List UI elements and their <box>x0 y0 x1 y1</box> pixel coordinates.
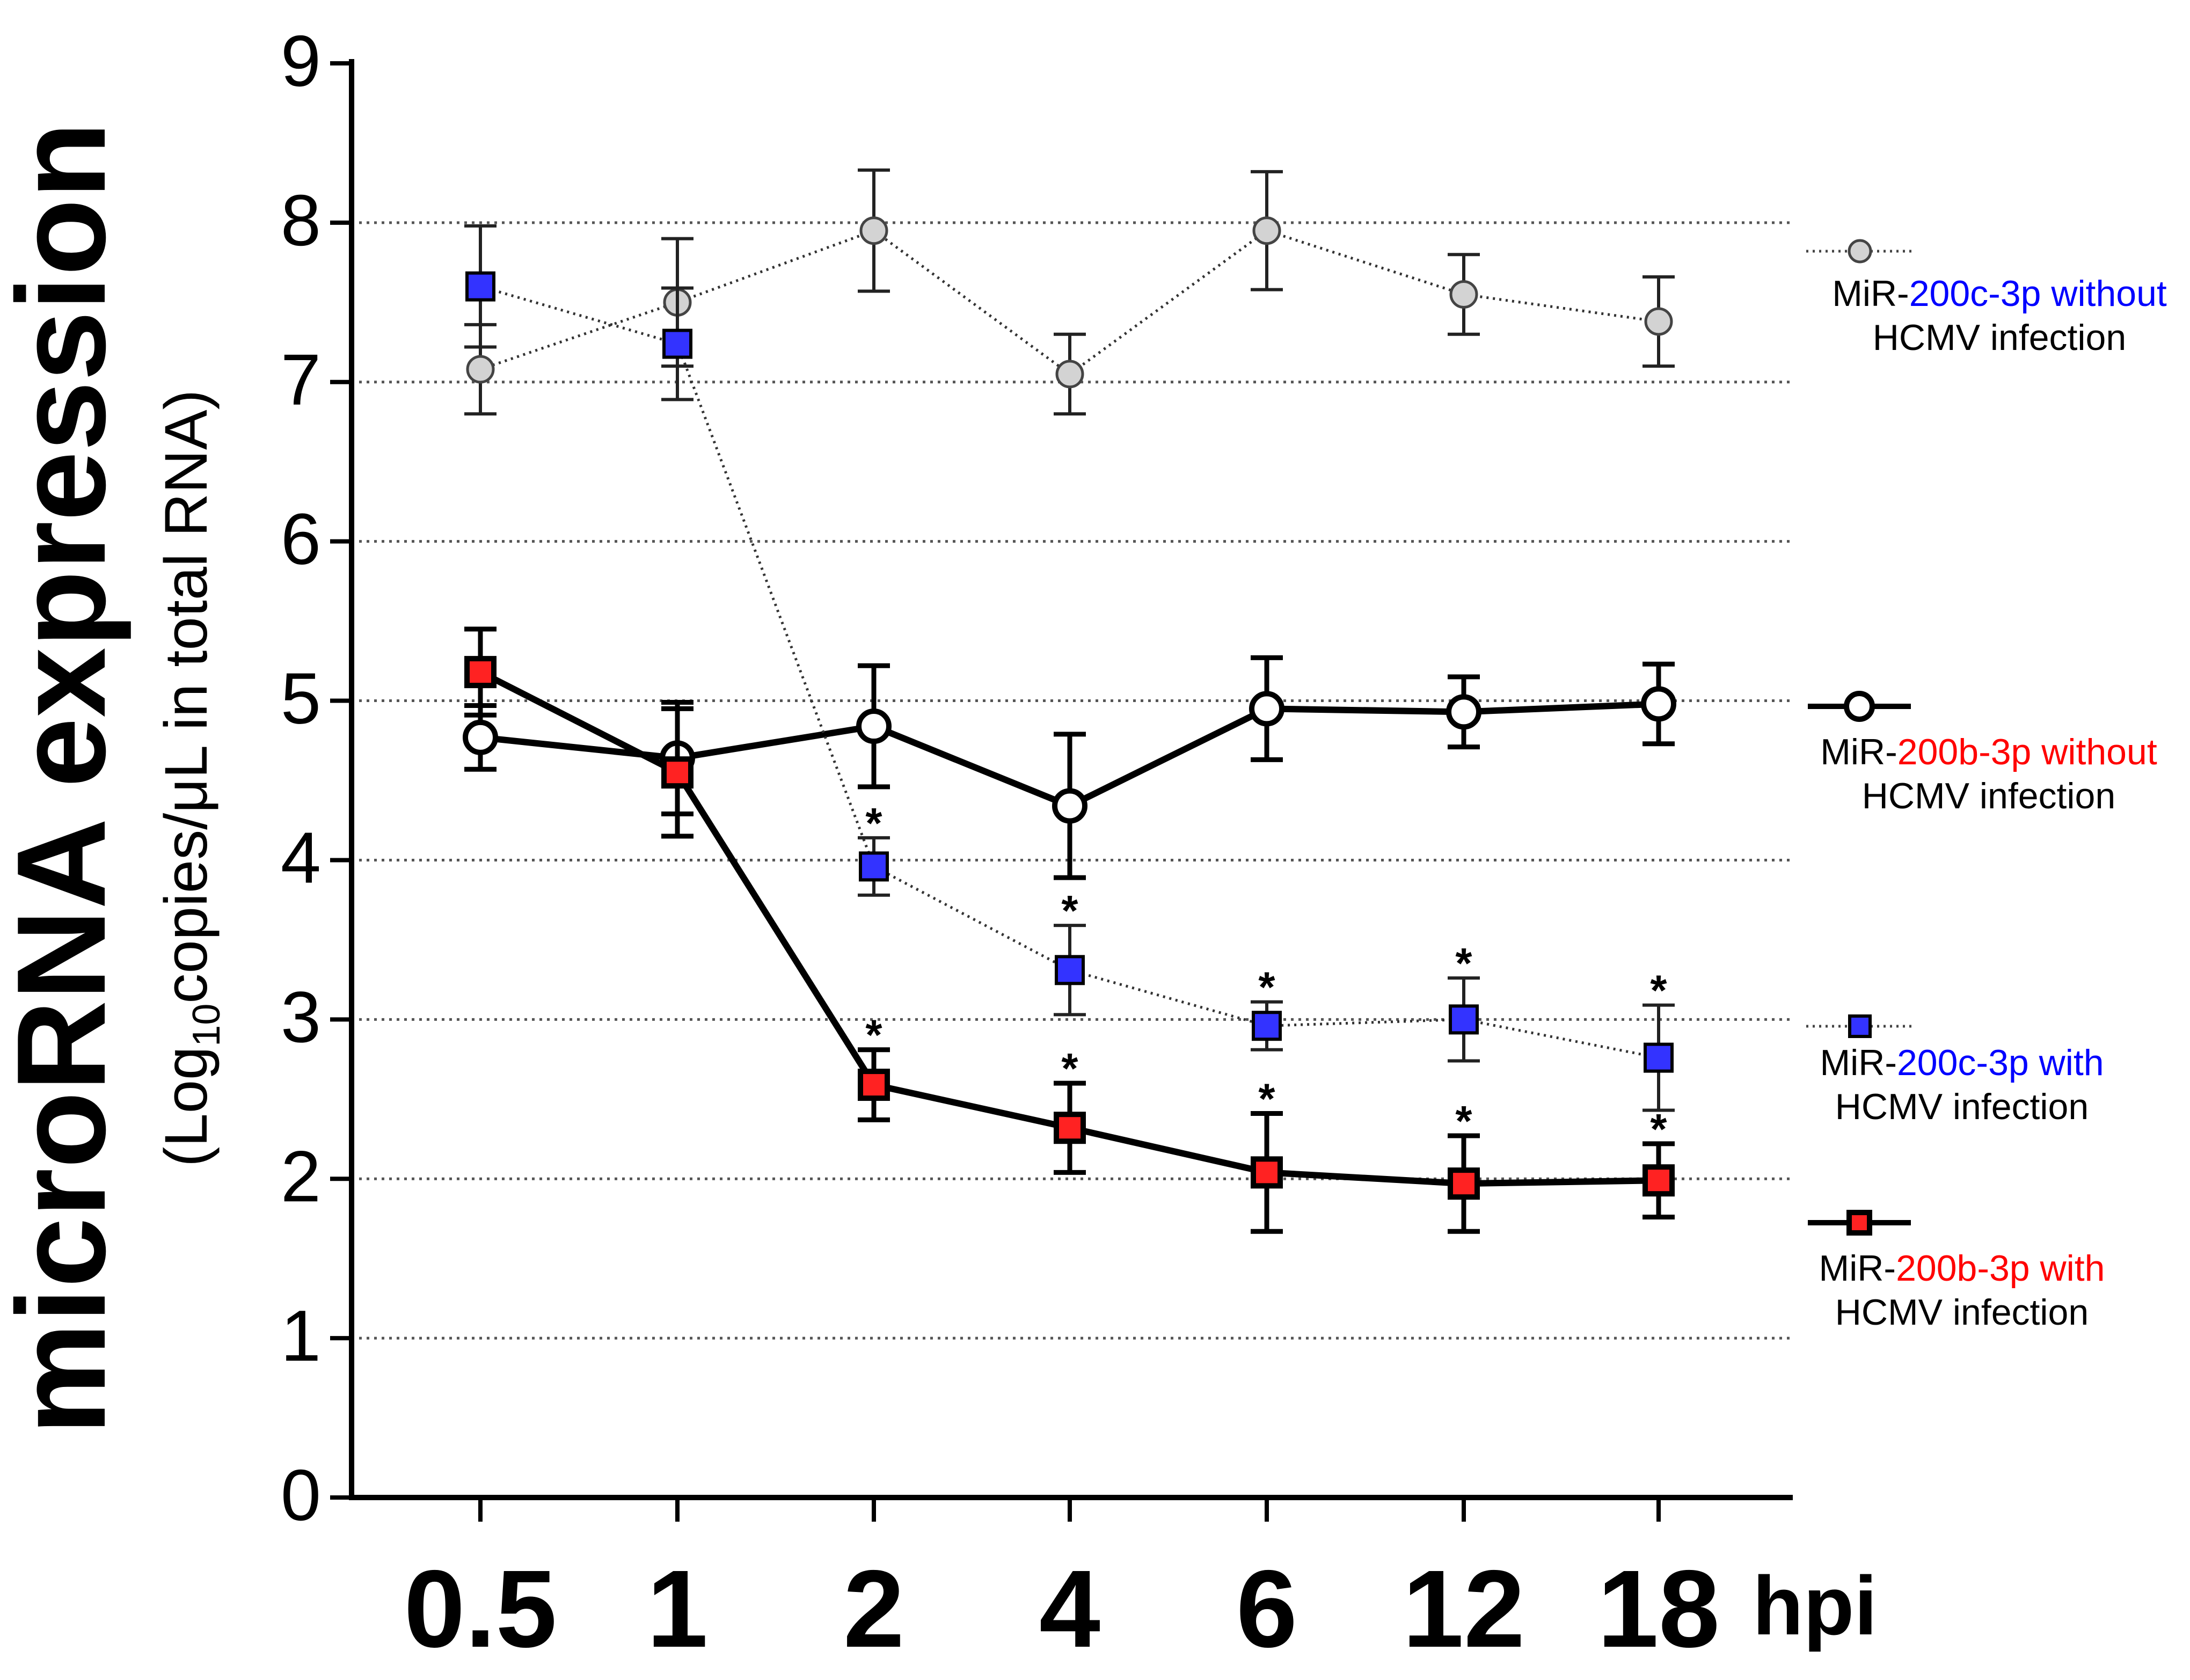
series-b_without <box>463 655 1676 880</box>
data-point-square <box>1449 1004 1479 1035</box>
legend-label-part: MiR- <box>1820 732 1897 772</box>
y-tick-label: 5 <box>281 658 321 739</box>
data-point-square <box>662 328 692 359</box>
data-point-circle <box>1848 239 1872 264</box>
data-point-circle <box>1252 216 1281 245</box>
y-tick-label: 3 <box>281 976 321 1057</box>
y-tick-label: 4 <box>281 817 321 898</box>
y-tick-label: 8 <box>281 180 321 261</box>
significance-star: * <box>1650 967 1667 1014</box>
legend-label-part: 200b-3p <box>1897 732 2032 772</box>
legend-label-part: with <box>2030 1248 2105 1289</box>
y-subtitle-suffix: copies/μL in total RNA) <box>152 390 220 1004</box>
x-tick-label: 1 <box>647 1547 708 1670</box>
y-subtitle-prefix: (Log <box>152 1047 220 1167</box>
legend-label-part: MiR- <box>1820 1042 1897 1083</box>
data-point-circle <box>466 355 495 384</box>
data-point-square <box>1642 1164 1675 1197</box>
legend-label-part: MiR- <box>1819 1248 1896 1289</box>
legend-label-line2: HCMV infection <box>1835 1292 2089 1333</box>
significance-star: * <box>865 1011 882 1059</box>
data-point-circle <box>1641 686 1676 722</box>
data-point-circle <box>463 719 498 755</box>
x-ticks: 0.5 1 2 4 6 12 18 <box>404 1498 1720 1670</box>
data-point-square <box>1846 1210 1872 1236</box>
x-tick-label: 4 <box>1039 1547 1100 1670</box>
y-axis-subtitle: (Log10copies/μL in total RNA) <box>152 390 228 1167</box>
data-point-square <box>858 1069 890 1101</box>
data-point-circle <box>1052 788 1087 824</box>
data-point-circle <box>1844 691 1875 722</box>
data-point-circle <box>1449 280 1478 309</box>
significance-star: * <box>865 799 882 847</box>
data-point-square <box>1448 1167 1480 1200</box>
series-b_with <box>464 626 1675 1234</box>
legend-label-line2: HCMV infection <box>1835 1086 2089 1127</box>
y-tick-label: 1 <box>281 1295 321 1376</box>
x-axis-title: hpi <box>1753 1559 1877 1652</box>
data-point-square <box>464 656 497 689</box>
significance-star: * <box>1061 887 1078 934</box>
significance-star: * <box>1650 1105 1667 1153</box>
legend-label-part: 200c-3p <box>1909 273 2041 314</box>
data-point-circle <box>856 708 892 744</box>
significance-star: * <box>1258 963 1275 1011</box>
x-tick-label: 18 <box>1597 1547 1720 1670</box>
legend-label: MiR-200c-3p with <box>1820 1042 2104 1083</box>
y-tick-label: 7 <box>281 339 321 420</box>
data-point-circle <box>1055 360 1084 389</box>
data-point-square <box>661 756 694 789</box>
legend-label-line2: HCMV infection <box>1862 776 2115 816</box>
data-point-circle <box>859 216 888 245</box>
data-point-square <box>859 851 889 882</box>
series-c_without <box>464 168 1675 416</box>
x-tick-label: 2 <box>843 1547 904 1670</box>
legend-label-part: with <box>2029 1042 2104 1083</box>
y-ticks: 0 1 2 3 4 5 6 7 8 9 <box>281 20 352 1536</box>
data-point-square <box>1055 955 1085 985</box>
data-point-circle <box>1249 691 1284 727</box>
series <box>463 168 1676 1234</box>
significance-star: * <box>1258 1075 1275 1122</box>
data-point-square <box>1054 1112 1086 1144</box>
legend-label-part: without <box>2041 273 2166 314</box>
significance-star: * <box>1061 1044 1078 1092</box>
data-point-square <box>1848 1014 1872 1038</box>
x-tick-label: 0.5 <box>404 1547 557 1670</box>
legend-label: MiR-200c-3p without <box>1832 273 2167 314</box>
series-c_with <box>464 224 1675 1112</box>
data-point-circle <box>1644 307 1673 336</box>
legend-label-part: MiR- <box>1832 273 1909 314</box>
legend-label: MiR-200b-3p with <box>1819 1248 2105 1289</box>
y-tick-label: 0 <box>281 1455 321 1536</box>
significance-markers: * * * * * * * * * * <box>865 799 1667 1153</box>
x-tick-label: 12 <box>1403 1547 1525 1670</box>
legend-label-line2: HCMV infection <box>1873 317 2126 358</box>
legend-label: MiR-200b-3p without <box>1820 732 2157 772</box>
y-subtitle-subscript: 10 <box>185 1004 228 1047</box>
y-tick-label: 9 <box>281 20 321 101</box>
data-point-circle <box>1446 694 1481 730</box>
y-tick-label: 6 <box>281 499 321 580</box>
data-point-square <box>1644 1042 1674 1073</box>
data-point-square <box>1251 1156 1283 1189</box>
significance-star: * <box>1455 1097 1472 1145</box>
y-axis-title: microRNA expression <box>0 122 132 1435</box>
data-point-square <box>1252 1011 1282 1041</box>
legend-label-part: 200c-3p <box>1897 1042 2029 1083</box>
legend-label-part: 200b-3p <box>1896 1248 2030 1289</box>
y-tick-label: 2 <box>281 1136 321 1217</box>
x-tick-label: 6 <box>1236 1547 1297 1670</box>
data-point-square <box>465 271 495 302</box>
legend-label-part: without <box>2031 732 2157 772</box>
significance-star: * <box>1455 939 1472 987</box>
